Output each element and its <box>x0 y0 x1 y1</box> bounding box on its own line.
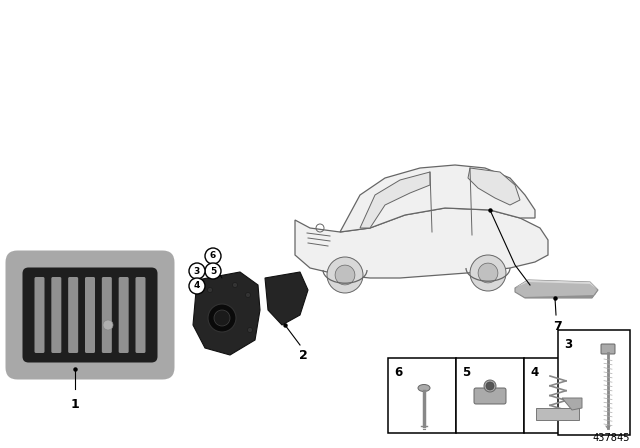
FancyBboxPatch shape <box>601 344 615 354</box>
Circle shape <box>335 265 355 285</box>
FancyBboxPatch shape <box>68 277 78 353</box>
FancyBboxPatch shape <box>22 267 157 362</box>
FancyBboxPatch shape <box>102 277 112 353</box>
Text: 2: 2 <box>299 349 307 362</box>
Text: 6: 6 <box>394 366 403 379</box>
Circle shape <box>248 327 253 332</box>
Polygon shape <box>516 290 598 298</box>
Text: 5: 5 <box>462 366 470 379</box>
Circle shape <box>103 320 113 330</box>
Polygon shape <box>515 280 598 298</box>
Circle shape <box>327 257 363 293</box>
FancyBboxPatch shape <box>474 388 506 404</box>
Ellipse shape <box>484 380 496 392</box>
Circle shape <box>207 288 212 293</box>
FancyBboxPatch shape <box>85 277 95 353</box>
Polygon shape <box>536 408 579 420</box>
Ellipse shape <box>418 384 430 392</box>
FancyBboxPatch shape <box>6 250 175 379</box>
FancyBboxPatch shape <box>136 277 145 353</box>
Bar <box>388 358 456 433</box>
Circle shape <box>205 263 221 279</box>
Bar <box>456 358 524 433</box>
Circle shape <box>478 263 498 283</box>
FancyBboxPatch shape <box>118 277 129 353</box>
Bar <box>558 330 630 435</box>
Circle shape <box>486 382 494 390</box>
Polygon shape <box>340 165 535 232</box>
Text: 5: 5 <box>210 267 216 276</box>
Text: 3: 3 <box>564 338 572 351</box>
Polygon shape <box>515 280 598 290</box>
Bar <box>524 358 592 433</box>
Text: 3: 3 <box>194 267 200 276</box>
Circle shape <box>208 304 236 332</box>
Text: 6: 6 <box>210 251 216 260</box>
Circle shape <box>205 248 221 264</box>
Polygon shape <box>193 272 260 355</box>
FancyBboxPatch shape <box>51 277 61 353</box>
Text: 437845: 437845 <box>593 433 630 443</box>
Circle shape <box>214 310 230 326</box>
FancyBboxPatch shape <box>35 277 45 353</box>
Polygon shape <box>468 168 520 205</box>
Circle shape <box>189 263 205 279</box>
Polygon shape <box>265 272 308 325</box>
Polygon shape <box>295 208 548 278</box>
Circle shape <box>470 255 506 291</box>
Text: 4: 4 <box>530 366 538 379</box>
Text: 4: 4 <box>194 281 200 290</box>
Polygon shape <box>360 172 430 228</box>
Polygon shape <box>562 398 582 410</box>
Text: 1: 1 <box>70 397 79 410</box>
Circle shape <box>189 278 205 294</box>
Circle shape <box>232 283 237 288</box>
Circle shape <box>246 293 250 297</box>
Text: 7: 7 <box>554 320 563 333</box>
